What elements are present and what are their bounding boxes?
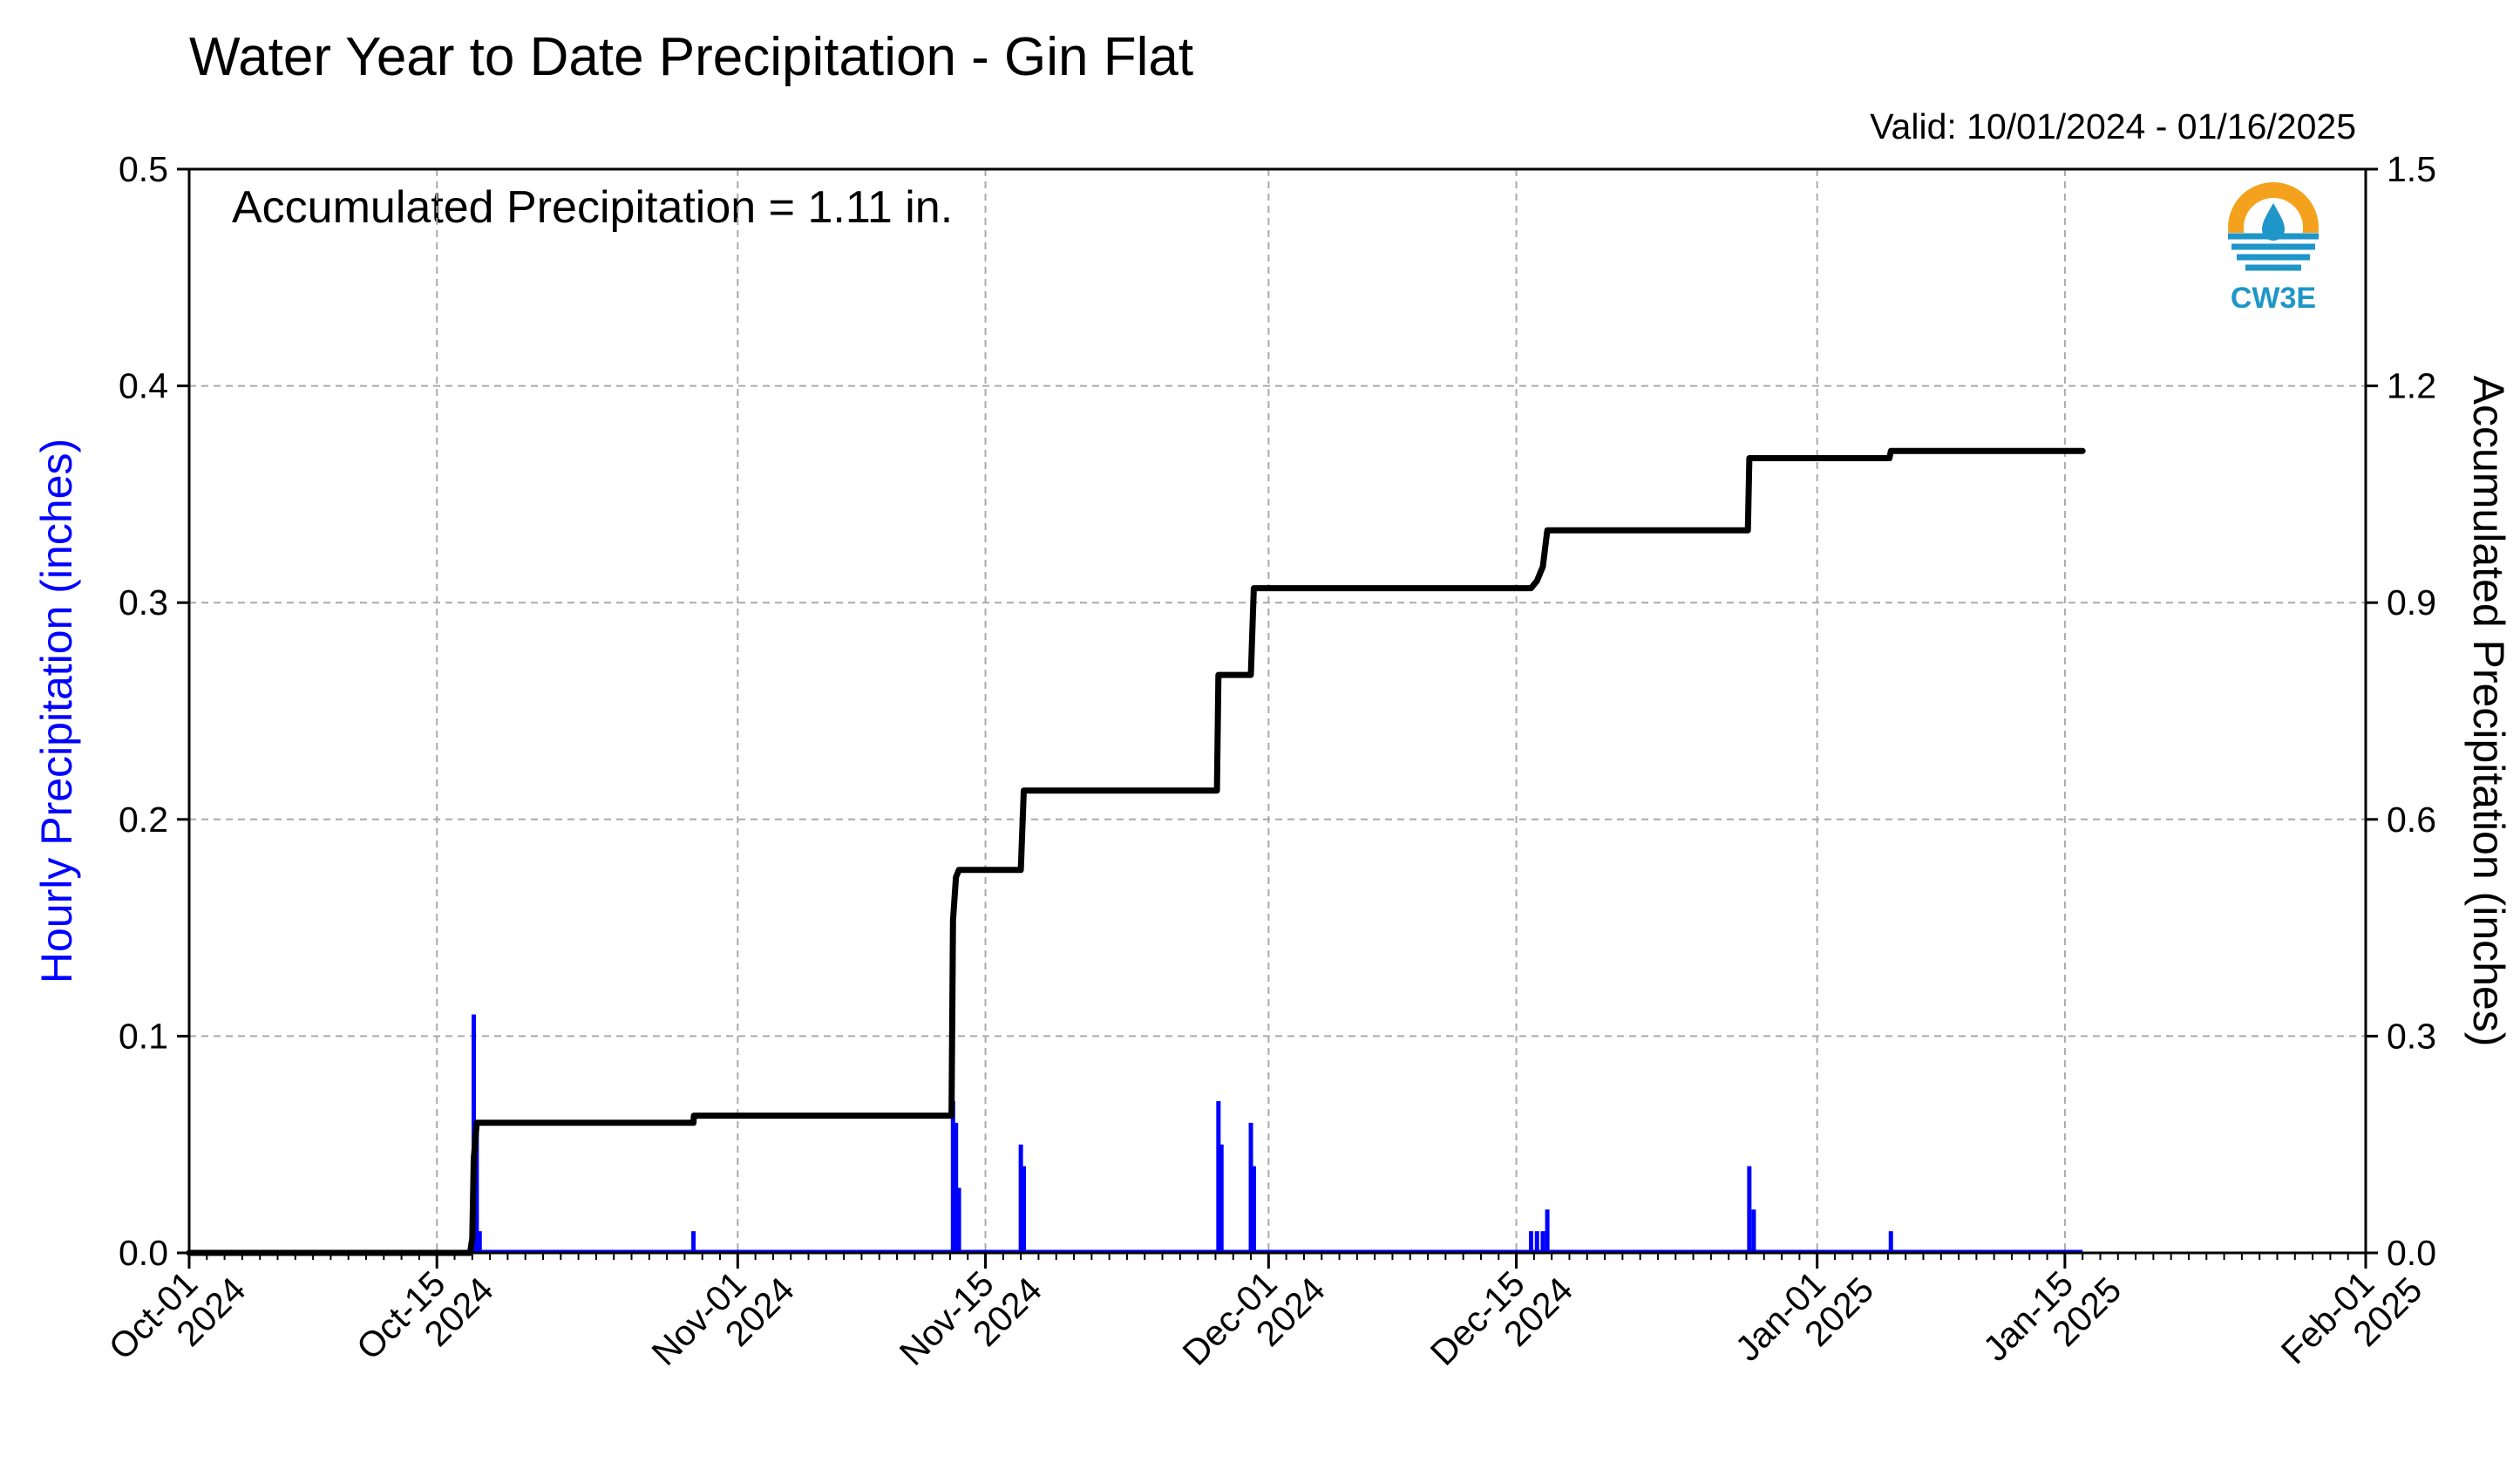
y-left-tick-label: 0.5: [119, 149, 168, 189]
y-left-tick-label: 0.2: [119, 800, 168, 840]
x-tick-label: Dec-012024: [1175, 1242, 1333, 1400]
hourly-precip-bar: [691, 1231, 696, 1253]
hourly-precip-bar: [1534, 1231, 1539, 1253]
y-left-tick-label: 0.0: [119, 1233, 168, 1273]
hourly-precip-bar: [1888, 1231, 1893, 1253]
cw3e-logo-icon: [2226, 182, 2320, 275]
y-right-tick-label: 1.2: [2387, 366, 2436, 406]
hourly-precip-bar: [477, 1231, 482, 1253]
hourly-precip-bar: [1216, 1100, 1221, 1253]
hourly-precip-bar: [950, 1100, 955, 1253]
grid-lines: [189, 169, 2366, 1253]
hourly-precip-bar: [1751, 1209, 1756, 1253]
hourly-precip-bar: [1545, 1209, 1550, 1253]
hourly-precip-bar: [1248, 1122, 1253, 1253]
y-left-tick-label: 0.1: [119, 1016, 168, 1056]
accumulated-precip-line: [186, 447, 2086, 1256]
accumulated-precip-annotation: Accumulated Precipitation = 1.11 in.: [232, 182, 954, 233]
plot-frame: [187, 167, 2367, 1255]
y-right-tick-label: 0.6: [2387, 800, 2436, 840]
hourly-precip-bar: [474, 1122, 479, 1253]
hourly-precip-bar: [1747, 1166, 1752, 1253]
x-tick-label: Oct-152024: [349, 1242, 501, 1395]
y-right-tick-label: 0.3: [2387, 1016, 2436, 1056]
x-tick-label: Jan-152025: [1975, 1242, 2129, 1396]
y-left-axis-title: Hourly Precipitation (inches): [32, 439, 81, 983]
y-right-axis-title: Accumulated Precipitation (inches): [2464, 376, 2513, 1047]
x-tick-label: Nov-152024: [892, 1242, 1049, 1400]
y-left-tick-label: 0.4: [119, 366, 168, 406]
hourly-precip-bar: [1219, 1144, 1224, 1253]
hourly-precip-bar: [956, 1187, 961, 1253]
y-right-tick-label: 0.9: [2387, 582, 2436, 623]
hourly-precip-bar: [1528, 1231, 1533, 1253]
hourly-precip-bar: [1540, 1231, 1545, 1253]
axes: 0.0 0.1 0.2 0.3 0.4 0.5 0.0 0.3 0.6 0.9 1.2 1.5 Oct-…: [32, 149, 2513, 1400]
hourly-precip-bar: [1018, 1144, 1023, 1253]
x-tick-label: Jan-012025: [1728, 1242, 1881, 1396]
accumulated-precip-polyline: [186, 447, 2086, 1256]
hourly-precip-bar: [954, 1122, 959, 1253]
hourly-precip-bar: [1251, 1166, 1256, 1253]
valid-date-range: Valid: 10/01/2024 - 01/16/2025: [1870, 106, 2356, 146]
y-left-tick-label: 0.3: [119, 582, 168, 623]
x-tick-label: Nov-012024: [644, 1242, 802, 1400]
cw3e-logo: CW3E: [2221, 179, 2326, 318]
chart-title: Water Year to Date Precipitation - Gin F…: [189, 27, 1194, 87]
y-right-tick-label: 0.0: [2387, 1233, 2436, 1273]
cw3e-logo-text: CW3E: [2230, 282, 2317, 315]
hourly-precip-bar: [1022, 1166, 1027, 1253]
x-tick-label: Dec-152024: [1423, 1242, 1580, 1400]
y-right-tick-label: 1.5: [2387, 149, 2436, 189]
